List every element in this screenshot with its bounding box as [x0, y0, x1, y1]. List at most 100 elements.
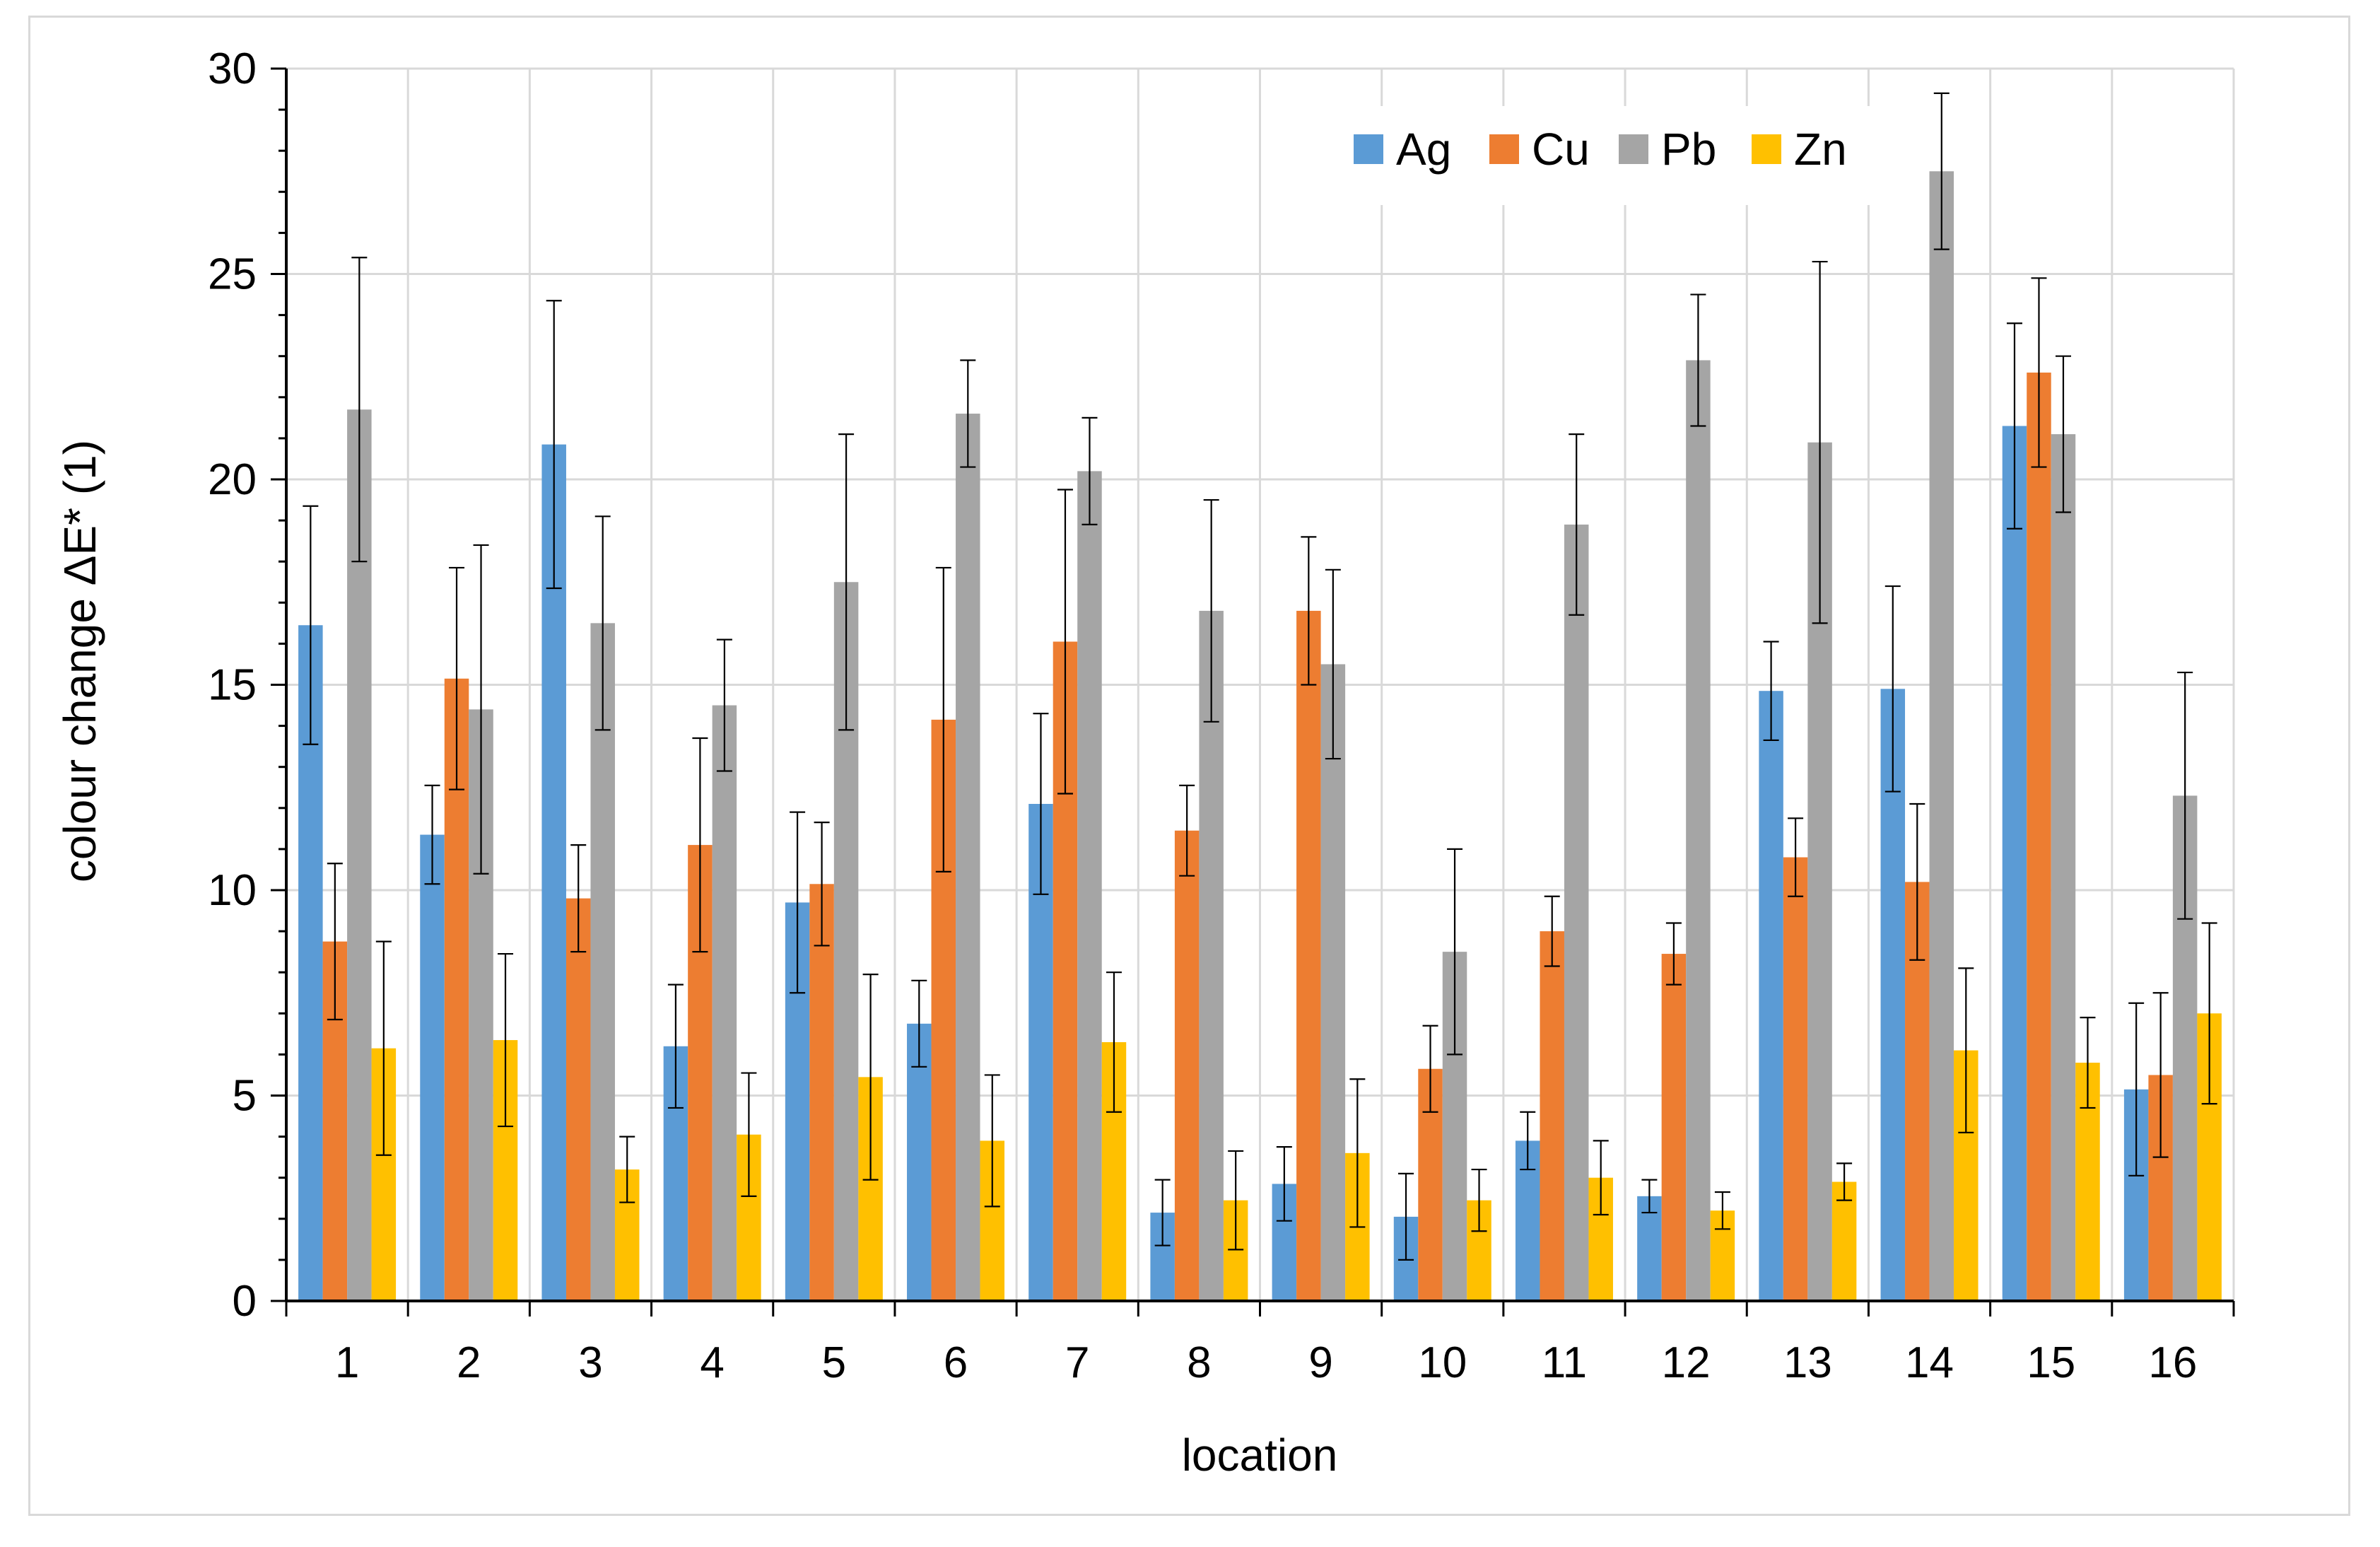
- errorbar-ag-6: [911, 979, 927, 1068]
- errorbar-cu-16: [2152, 992, 2169, 1158]
- errorbar-zn-14: [1958, 967, 1974, 1133]
- bar-pb-9: [1320, 664, 1346, 1301]
- bar-cu-12: [1661, 954, 1687, 1301]
- bar-ag-6: [907, 1023, 932, 1301]
- errorbar-pb-7: [1081, 416, 1098, 526]
- x-tick-label-16: 16: [2148, 1338, 2197, 1387]
- errorbar-ag-8: [1154, 1179, 1171, 1247]
- errorbar-zn-11: [1593, 1140, 1609, 1216]
- legend-swatch-cu: [1489, 134, 1519, 164]
- errorbar-zn-6: [984, 1074, 1000, 1208]
- bar-pb-11: [1564, 524, 1589, 1302]
- bar-cu-8: [1174, 830, 1200, 1301]
- errorbar-pb-2: [473, 544, 489, 875]
- errorbar-ag-13: [1763, 641, 1779, 742]
- errorbar-cu-9: [1301, 536, 1317, 686]
- legend-item-ag: Ag: [1354, 124, 1451, 175]
- errorbar-cu-3: [570, 843, 587, 953]
- errorbar-pb-8: [1203, 498, 1219, 723]
- errorbar-cu-4: [692, 737, 708, 953]
- errorbar-zn-2: [498, 952, 514, 1128]
- errorbar-ag-5: [790, 811, 806, 994]
- errorbar-cu-13: [1788, 817, 1804, 897]
- y-tick-labels: 0 5 10 15 20 25 30: [208, 45, 257, 1326]
- errorbar-ag-12: [1641, 1179, 1658, 1214]
- errorbar-pb-10: [1447, 848, 1463, 1056]
- errorbar-zn-1: [375, 940, 392, 1156]
- errorbar-cu-6: [935, 566, 951, 872]
- x-tick-label-3: 3: [578, 1338, 602, 1387]
- errorbar-ag-1: [303, 505, 319, 745]
- errorbar-ag-4: [667, 983, 684, 1109]
- errorbar-pb-11: [1569, 433, 1585, 616]
- x-tick-label-7: 7: [1065, 1338, 1089, 1387]
- x-tick-label-12: 12: [1662, 1338, 1711, 1387]
- errorbar-ag-14: [1884, 585, 1901, 793]
- errorbar-ag-2: [424, 784, 440, 885]
- errorbar-zn-12: [1714, 1191, 1730, 1230]
- errorbar-zn-7: [1106, 971, 1122, 1113]
- bar-pb-4: [712, 705, 737, 1301]
- errorbar-zn-8: [1228, 1150, 1244, 1251]
- legend-swatch-ag: [1354, 134, 1383, 164]
- y-tick-label-30: 30: [208, 45, 257, 93]
- errorbar-pb-12: [1690, 293, 1706, 427]
- legend-item-cu: Cu: [1489, 124, 1590, 175]
- bar-pb-14: [1929, 171, 1954, 1301]
- y-tick-label-20: 20: [208, 455, 257, 504]
- y-tick-label-25: 25: [208, 250, 257, 299]
- bar-ag-15: [2002, 426, 2027, 1301]
- x-tick-label-13: 13: [1783, 1338, 1832, 1387]
- legend-label-pb: Pb: [1661, 124, 1716, 175]
- bar-pb-15: [2051, 434, 2076, 1301]
- bar-cu-13: [1783, 857, 1808, 1301]
- errorbar-cu-7: [1057, 489, 1073, 795]
- x-tick-label-8: 8: [1187, 1338, 1211, 1387]
- errorbar-ag-15: [2006, 322, 2022, 530]
- bar-cu-9: [1296, 610, 1321, 1301]
- y-axis-title: colour change ΔE* (1): [54, 440, 105, 882]
- legend-item-zn: Zn: [1752, 124, 1847, 175]
- errorbar-pb-5: [838, 433, 855, 731]
- legend-label-cu: Cu: [1532, 124, 1590, 175]
- errorbar-cu-15: [2031, 277, 2047, 468]
- legend: Ag Cu Pb Zn: [1311, 106, 1894, 205]
- error-bars: [303, 92, 2217, 1261]
- errorbar-cu-2: [449, 566, 465, 790]
- errorbar-zn-4: [741, 1072, 757, 1197]
- x-tick-label-1: 1: [335, 1338, 359, 1387]
- bar-cu-11: [1540, 931, 1564, 1301]
- legend-label-ag: Ag: [1396, 124, 1451, 175]
- x-tick-label-6: 6: [944, 1338, 968, 1387]
- y-tick-label-10: 10: [208, 866, 257, 915]
- bar-pb-8: [1199, 610, 1224, 1301]
- x-tick-label-4: 4: [700, 1338, 724, 1387]
- bar-cu-5: [809, 884, 834, 1301]
- errorbar-cu-5: [814, 822, 830, 947]
- bar-cu-3: [565, 898, 591, 1301]
- x-tick-label-10: 10: [1418, 1338, 1467, 1387]
- legend-swatch-pb: [1619, 134, 1648, 164]
- errorbar-ag-9: [1276, 1146, 1292, 1222]
- x-tick-label-9: 9: [1308, 1338, 1332, 1387]
- bar-ag-2: [420, 834, 445, 1301]
- x-tick-labels: 1 2 3 4 5 6 7 8 9 10 11 12 13 14 15 16: [335, 1338, 2198, 1387]
- errorbar-cu-11: [1544, 895, 1560, 967]
- legend-swatch-zn: [1752, 134, 1781, 164]
- errorbar-pb-14: [1933, 92, 1950, 250]
- legend-item-pb: Pb: [1619, 124, 1716, 175]
- bar-ag-13: [1759, 691, 1783, 1301]
- x-tick-label-5: 5: [822, 1338, 846, 1387]
- errorbar-ag-3: [546, 300, 562, 590]
- y-tick-label-0: 0: [233, 1277, 257, 1326]
- errorbar-cu-14: [1909, 802, 1925, 961]
- errorbar-pb-16: [2177, 671, 2193, 920]
- errorbar-cu-8: [1179, 784, 1195, 877]
- bar-ag-12: [1637, 1196, 1662, 1301]
- errorbar-pb-3: [594, 515, 611, 731]
- bar-cu-15: [2027, 372, 2051, 1302]
- y-tick-label-15: 15: [208, 661, 257, 710]
- x-tick-label-2: 2: [457, 1338, 481, 1387]
- errorbar-pb-1: [351, 257, 368, 563]
